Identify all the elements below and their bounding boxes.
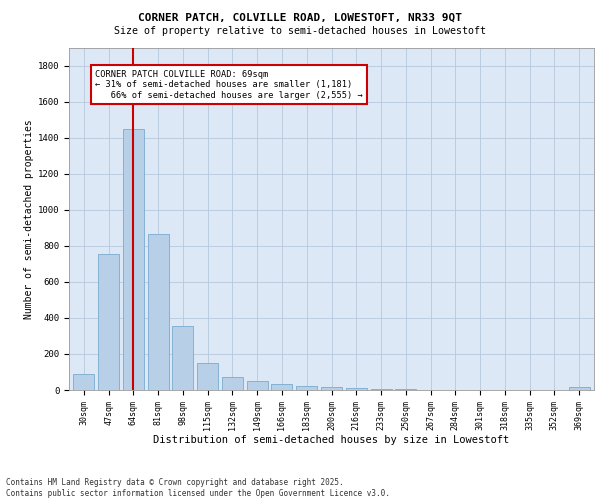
Text: CORNER PATCH, COLVILLE ROAD, LOWESTOFT, NR33 9QT: CORNER PATCH, COLVILLE ROAD, LOWESTOFT, …	[138, 12, 462, 22]
Bar	[247, 380, 268, 390]
Bar	[148, 234, 169, 390]
Bar	[346, 388, 367, 390]
Y-axis label: Number of semi-detached properties: Number of semi-detached properties	[23, 119, 34, 318]
Text: Contains HM Land Registry data © Crown copyright and database right 2025.
Contai: Contains HM Land Registry data © Crown c…	[6, 478, 390, 498]
X-axis label: Distribution of semi-detached houses by size in Lowestoft: Distribution of semi-detached houses by …	[154, 436, 509, 446]
Bar	[296, 386, 317, 390]
Bar	[371, 389, 392, 390]
Text: Size of property relative to semi-detached houses in Lowestoft: Size of property relative to semi-detach…	[114, 26, 486, 36]
Bar	[197, 363, 218, 390]
Bar	[172, 326, 193, 390]
Bar	[321, 388, 342, 390]
Bar	[123, 128, 144, 390]
Bar	[222, 378, 243, 390]
Bar	[98, 254, 119, 390]
Bar	[271, 384, 292, 390]
Bar	[569, 387, 590, 390]
Text: CORNER PATCH COLVILLE ROAD: 69sqm
← 31% of semi-detached houses are smaller (1,1: CORNER PATCH COLVILLE ROAD: 69sqm ← 31% …	[95, 70, 363, 100]
Bar	[73, 374, 94, 390]
